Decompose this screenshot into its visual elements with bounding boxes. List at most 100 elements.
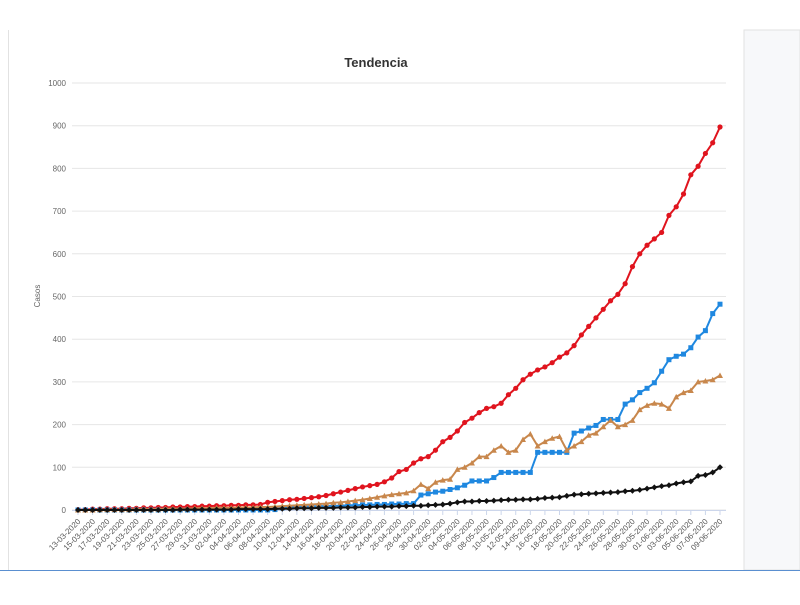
point: [388, 491, 395, 498]
point: [658, 401, 665, 407]
point: [410, 487, 417, 494]
point: [96, 507, 103, 513]
point: [629, 397, 635, 403]
point: [622, 421, 629, 428]
point: [169, 507, 176, 513]
point: [607, 489, 614, 496]
point: [520, 377, 526, 383]
y-tick-label: 400: [53, 335, 67, 344]
point: [293, 502, 300, 508]
point: [491, 475, 497, 481]
point: [666, 212, 672, 218]
y-tick-label: 100: [53, 463, 67, 472]
point: [359, 484, 366, 490]
point: [512, 496, 519, 503]
point: [359, 504, 366, 511]
point: [432, 479, 439, 485]
point: [571, 442, 578, 449]
point: [615, 291, 621, 297]
point: [316, 494, 322, 500]
point: [527, 469, 533, 475]
point: [549, 494, 556, 501]
point: [147, 507, 154, 513]
point: [688, 172, 694, 178]
point: [490, 447, 497, 453]
point: [425, 502, 432, 509]
point: [118, 507, 125, 513]
y-tick-label: 800: [53, 164, 67, 173]
y-tick-label: 700: [53, 207, 67, 216]
point: [673, 204, 679, 210]
y-axis-label: Casos: [33, 285, 42, 308]
point: [476, 498, 483, 505]
point: [483, 405, 490, 411]
point: [702, 378, 709, 384]
point: [374, 481, 380, 487]
point: [541, 438, 548, 445]
point: [293, 505, 300, 512]
point: [717, 464, 723, 471]
point: [527, 371, 533, 377]
point: [440, 439, 446, 445]
y-tick-label: 200: [53, 421, 67, 430]
point: [556, 433, 563, 440]
point: [585, 490, 592, 497]
point: [439, 477, 446, 483]
point: [614, 423, 621, 430]
point: [563, 447, 570, 453]
point: [140, 507, 147, 513]
point: [338, 489, 344, 495]
point: [366, 504, 373, 511]
point: [709, 469, 716, 476]
point: [199, 506, 206, 513]
point: [702, 150, 709, 157]
point: [505, 392, 512, 398]
point: [374, 503, 381, 510]
point: [396, 503, 402, 510]
point: [665, 482, 672, 489]
point: [498, 400, 504, 406]
point: [447, 476, 454, 482]
point: [607, 298, 614, 304]
point: [323, 492, 329, 499]
point: [542, 449, 548, 455]
point: [462, 419, 468, 426]
point: [235, 506, 242, 513]
point: [483, 498, 490, 505]
point: [512, 447, 519, 453]
point: [680, 191, 687, 197]
point: [498, 442, 505, 449]
point: [681, 351, 687, 357]
point: [505, 469, 511, 475]
point: [272, 498, 278, 505]
point: [367, 483, 373, 489]
point: [344, 504, 351, 511]
point: [498, 497, 505, 504]
point: [505, 496, 512, 503]
point: [352, 504, 359, 511]
point: [636, 406, 643, 413]
point: [337, 499, 344, 505]
point: [439, 501, 446, 508]
point: [389, 475, 395, 481]
point: [330, 491, 336, 497]
point: [658, 483, 665, 490]
point: [213, 506, 220, 513]
point: [381, 479, 388, 485]
point: [447, 500, 454, 507]
point: [673, 480, 680, 487]
y-tick-label: 300: [53, 378, 67, 387]
chart-title: Tendencia: [344, 55, 408, 70]
point: [629, 487, 636, 494]
point: [549, 449, 555, 455]
point: [673, 353, 679, 359]
point: [104, 507, 111, 513]
y-tick-label: 500: [53, 293, 67, 302]
point: [484, 478, 490, 484]
point: [527, 496, 534, 503]
point: [344, 498, 351, 504]
point: [541, 495, 548, 502]
point: [162, 507, 169, 513]
point: [615, 416, 621, 422]
